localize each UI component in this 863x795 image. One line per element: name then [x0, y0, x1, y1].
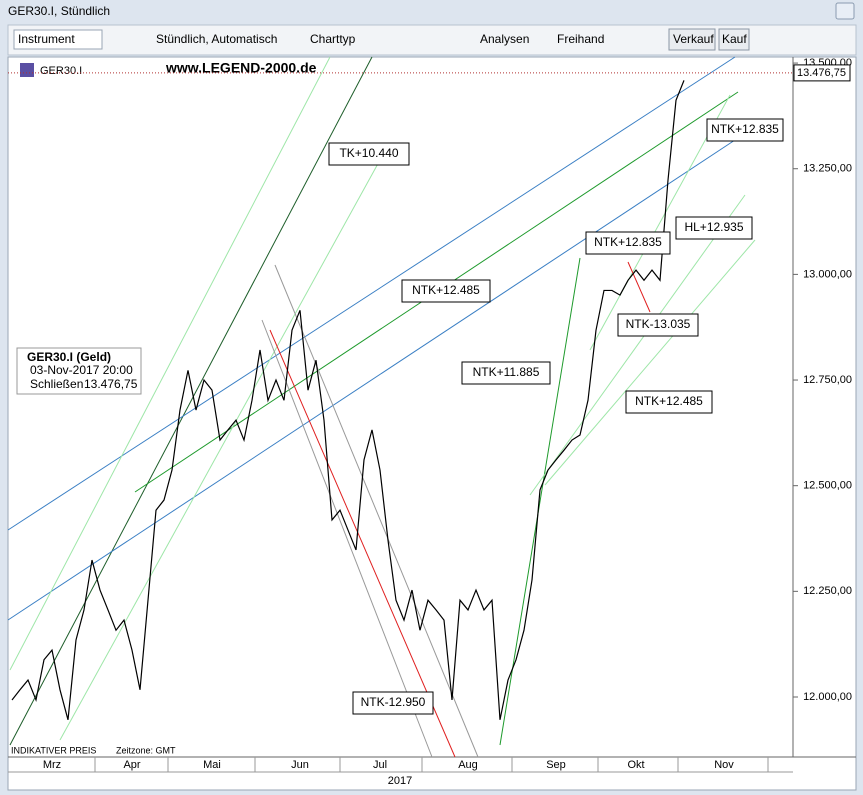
watermark: www.LEGEND-2000.de	[165, 60, 317, 76]
x-tick-label: Okt	[627, 759, 644, 771]
window-button[interactable]	[835, 2, 855, 20]
analyses-menu[interactable]: Analysen	[480, 32, 529, 46]
y-tick-label: 12.000,00	[803, 691, 852, 703]
annotation-box	[352, 691, 434, 715]
annotation: NTK+12.485	[401, 279, 491, 303]
info-box	[16, 347, 142, 395]
annotation-box	[625, 390, 713, 414]
annotation-box	[617, 313, 699, 337]
annotation: NTK+12.835	[706, 118, 784, 142]
y-tick-label: 13.250,00	[803, 163, 852, 175]
annotation-label: NTK-13.035	[626, 317, 691, 331]
annotation-box	[706, 118, 784, 142]
x-tick-label: Mai	[203, 759, 221, 771]
y-tick-label: 12.750,00	[803, 374, 852, 386]
annotation: TK+10.440	[328, 142, 410, 166]
x-tick-label: Jun	[291, 759, 309, 771]
sell-button[interactable]	[668, 28, 716, 51]
x-tick-label: Aug	[458, 759, 478, 771]
interval-menu[interactable]: Stündlich, Automatisch	[156, 32, 277, 46]
year-label: 2017	[388, 775, 412, 787]
timezone-note: Zeitzone: GMT	[116, 745, 176, 755]
annotation-label: NTK+11.885	[473, 365, 540, 379]
annotation-box	[675, 216, 753, 240]
annotation-label: NTK+12.835	[711, 122, 779, 136]
price-line	[11, 80, 685, 720]
buy-label: Kauf	[722, 32, 747, 46]
annotation-box	[401, 279, 491, 303]
annotation-label: NTK-12.950	[361, 695, 426, 709]
y-tick-label: 12.250,00	[803, 585, 852, 597]
annotation-label: NTK+12.835	[594, 235, 662, 249]
symbol-icon	[20, 63, 34, 77]
annotation-label: NTK+12.485	[412, 283, 480, 297]
buy-button[interactable]	[718, 28, 750, 51]
price-note: INDIKATIVER PREIS	[11, 745, 96, 755]
x-tick-label: Sep	[546, 759, 566, 771]
annotation: NTK+12.835	[585, 231, 671, 255]
chart-area	[7, 56, 857, 791]
x-tick-label: Apr	[123, 759, 140, 771]
annotation: NTK-12.950	[352, 691, 434, 715]
info-close-label: Schließen	[30, 377, 83, 391]
y-tick-label: 12.500,00	[803, 480, 852, 492]
symbol-label[interactable]: GER30.I	[40, 65, 82, 77]
x-tick-label: Mrz	[43, 759, 61, 771]
info-date: 03-Nov-2017 20:00	[30, 363, 133, 377]
annotation: NTK+12.485	[625, 390, 713, 414]
sell-label: Verkauf	[673, 32, 714, 46]
freehand-menu[interactable]: Freihand	[557, 32, 604, 46]
instrument-input[interactable]	[13, 29, 103, 50]
instrument-placeholder: Instrument	[18, 32, 75, 46]
annotation-label: HL+12.935	[684, 220, 743, 234]
annotation-box	[328, 142, 410, 166]
annotation-box	[461, 361, 551, 385]
annotation-label: TK+10.440	[339, 146, 398, 160]
annotation-box	[585, 231, 671, 255]
y-tick-label: 13.000,00	[803, 268, 852, 280]
annotation: HL+12.935	[675, 216, 753, 240]
annotation: NTK+11.885	[461, 361, 551, 385]
last-price-box	[793, 64, 851, 82]
window-title: GER30.I, Stündlich	[8, 4, 110, 18]
annotation-label: NTK+12.485	[635, 394, 703, 408]
info-title: GER30.I (Geld)	[27, 350, 111, 364]
chart-type-menu[interactable]: Charttyp	[310, 32, 356, 46]
info-close-value: 13.476,75	[84, 377, 138, 391]
annotation: NTK-13.035	[617, 313, 699, 337]
x-tick-label: Jul	[373, 759, 387, 771]
x-tick-label: Nov	[714, 759, 734, 771]
last-price-label: 13.476,75	[797, 67, 846, 79]
